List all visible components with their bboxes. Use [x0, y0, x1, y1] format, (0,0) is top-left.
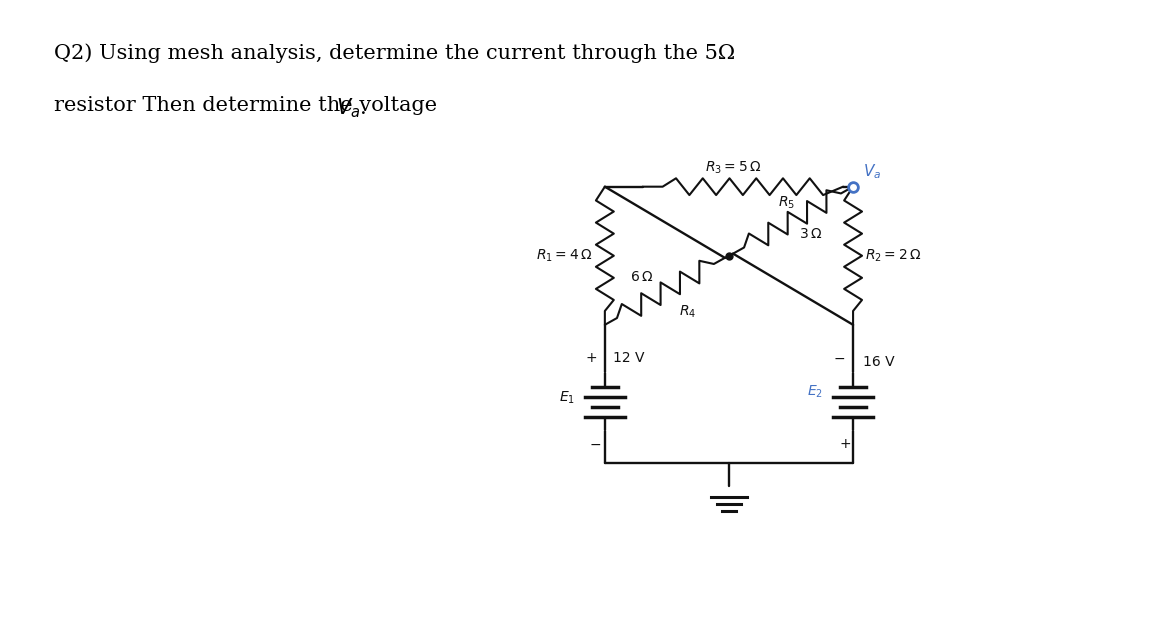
Text: $R_5$: $R_5$	[778, 195, 794, 211]
Text: Q2) Using mesh analysis, determine the current through the 5Ω: Q2) Using mesh analysis, determine the c…	[54, 43, 735, 63]
Text: $E_2$: $E_2$	[807, 384, 824, 400]
Text: $R_4$: $R_4$	[679, 304, 696, 321]
Text: resistor Then determine the voltage: resistor Then determine the voltage	[54, 96, 443, 115]
Text: $E_1$: $E_1$	[559, 389, 576, 406]
Text: $-$: $-$	[589, 437, 601, 451]
Text: $3\,\Omega$: $3\,\Omega$	[799, 227, 823, 241]
Text: $R_1 = 4\,\Omega$: $R_1 = 4\,\Omega$	[537, 247, 593, 264]
Text: +: +	[839, 437, 851, 451]
Text: $R_2 = 2\,\Omega$: $R_2 = 2\,\Omega$	[865, 247, 922, 264]
Text: $R_3 = 5\,\Omega$: $R_3 = 5\,\Omega$	[704, 159, 762, 176]
Text: $6\,\Omega$: $6\,\Omega$	[631, 270, 654, 285]
Text: +: +	[585, 352, 597, 365]
Text: $-$: $-$	[833, 352, 845, 365]
Text: $V_a$: $V_a$	[863, 162, 881, 181]
Text: 16 V: 16 V	[863, 355, 895, 370]
Text: $V_a$.: $V_a$.	[336, 96, 366, 120]
Text: 12 V: 12 V	[613, 352, 645, 365]
